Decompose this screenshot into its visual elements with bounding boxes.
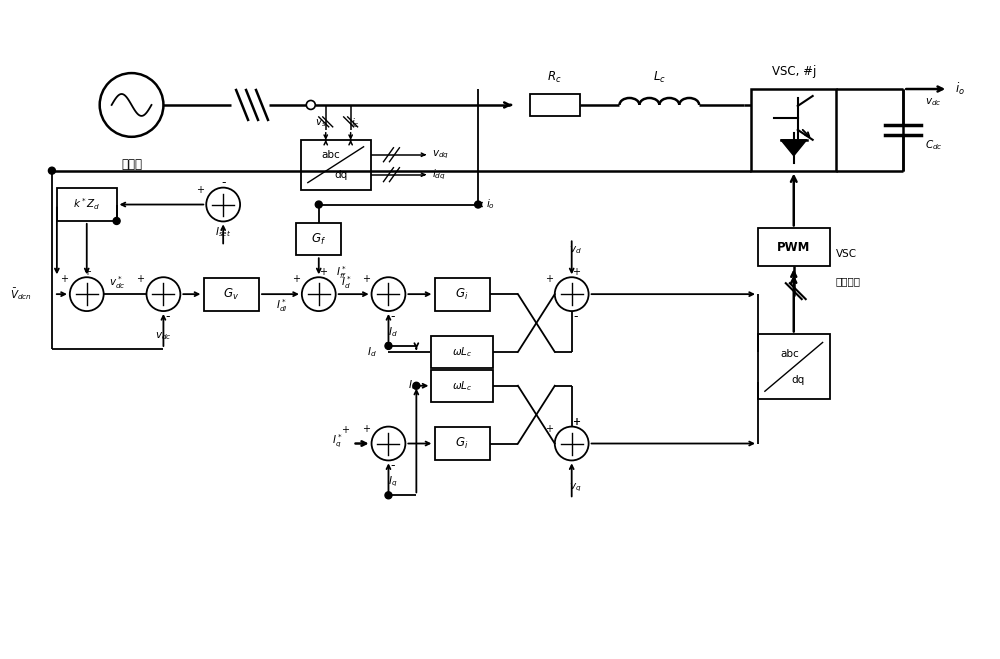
- Text: $G_f$: $G_f$: [311, 232, 326, 247]
- Text: +: +: [196, 185, 204, 194]
- Text: $\bar{V}_{dcn}$: $\bar{V}_{dcn}$: [10, 286, 32, 302]
- Text: PWM: PWM: [777, 241, 810, 254]
- Circle shape: [555, 277, 589, 311]
- Text: -: -: [221, 176, 225, 189]
- Text: dq: dq: [334, 169, 347, 180]
- Text: $R_c$: $R_c$: [547, 69, 562, 84]
- Bar: [435, 427, 490, 460]
- Text: $G_v$: $G_v$: [223, 287, 239, 302]
- Text: VSC, #j: VSC, #j: [772, 65, 816, 78]
- Text: $I_q$: $I_q$: [408, 378, 417, 393]
- Text: $v_{dq}$: $v_{dq}$: [432, 148, 449, 161]
- Text: +: +: [292, 274, 300, 284]
- Text: $I_{ff}^*$: $I_{ff}^*$: [336, 264, 347, 281]
- Text: $v_q$: $v_q$: [569, 481, 582, 494]
- Text: +: +: [137, 274, 145, 284]
- Text: $v_{dc}^*$: $v_{dc}^*$: [109, 273, 125, 291]
- Text: 交流源: 交流源: [121, 158, 142, 171]
- Text: $\omega L_c$: $\omega L_c$: [452, 379, 472, 393]
- Text: +: +: [83, 268, 91, 277]
- Bar: [296, 223, 341, 255]
- Text: +: +: [545, 424, 553, 434]
- Text: $i_{dq}$: $i_{dq}$: [432, 167, 446, 182]
- Bar: [751, 89, 836, 171]
- Text: +: +: [60, 274, 68, 284]
- Text: -: -: [573, 310, 578, 322]
- Text: -: -: [165, 310, 170, 322]
- Circle shape: [372, 277, 405, 311]
- Circle shape: [372, 426, 405, 461]
- Text: $\omega L_c$: $\omega L_c$: [452, 345, 472, 358]
- Text: $i_o$: $i_o$: [486, 198, 495, 212]
- Bar: [204, 277, 259, 310]
- Circle shape: [302, 277, 336, 311]
- Text: -: -: [390, 459, 395, 472]
- Text: $I_q$: $I_q$: [388, 474, 397, 488]
- Circle shape: [475, 201, 482, 208]
- Text: $v_s$: $v_s$: [315, 117, 327, 129]
- Circle shape: [206, 188, 240, 221]
- Bar: [435, 277, 490, 310]
- Text: $G_i$: $G_i$: [455, 287, 469, 302]
- Text: -: -: [390, 310, 395, 322]
- Bar: [530, 94, 580, 116]
- Text: $I_{set}$: $I_{set}$: [215, 225, 231, 239]
- Text: $v_d$: $v_d$: [569, 244, 582, 256]
- Text: $i_c$: $i_c$: [351, 116, 360, 130]
- Circle shape: [413, 382, 420, 389]
- Bar: [431, 370, 493, 402]
- Circle shape: [146, 277, 180, 311]
- Bar: [758, 335, 830, 399]
- Text: $k^*Z_d$: $k^*Z_d$: [73, 197, 100, 212]
- Text: +: +: [572, 416, 580, 426]
- Circle shape: [306, 100, 315, 109]
- Text: $i_o$: $i_o$: [955, 81, 965, 97]
- Text: +: +: [545, 274, 553, 284]
- Text: $I_q^*$: $I_q^*$: [332, 433, 343, 450]
- Circle shape: [70, 277, 104, 311]
- Text: $C_{dc}$: $C_{dc}$: [925, 138, 943, 152]
- Text: $I_d$: $I_d$: [388, 325, 397, 339]
- Text: $I_d$: $I_d$: [367, 345, 377, 358]
- Bar: [431, 336, 493, 368]
- Text: +: +: [341, 424, 349, 434]
- Text: abc: abc: [321, 150, 340, 159]
- Circle shape: [385, 343, 392, 349]
- Text: +: +: [362, 424, 370, 434]
- Bar: [57, 188, 117, 221]
- Bar: [758, 229, 830, 266]
- Text: dq: dq: [791, 375, 804, 385]
- Text: +: +: [572, 268, 580, 277]
- Text: VSC: VSC: [836, 249, 857, 260]
- Circle shape: [385, 492, 392, 499]
- Text: $v_{dc}$: $v_{dc}$: [925, 96, 942, 108]
- Text: abc: abc: [780, 349, 799, 359]
- Circle shape: [555, 426, 589, 461]
- Bar: [301, 140, 371, 190]
- Circle shape: [113, 217, 120, 225]
- Circle shape: [48, 167, 55, 174]
- Text: $v_{dc}$: $v_{dc}$: [155, 330, 172, 342]
- Text: $I_{dl}^*$: $I_{dl}^*$: [276, 298, 288, 314]
- Polygon shape: [781, 140, 807, 156]
- Circle shape: [100, 73, 163, 137]
- Text: +: +: [572, 416, 580, 426]
- Circle shape: [315, 201, 322, 208]
- Circle shape: [220, 201, 227, 208]
- Text: 调制信号: 调制信号: [836, 276, 861, 286]
- Text: $L_c$: $L_c$: [653, 69, 666, 84]
- Text: +: +: [362, 274, 370, 284]
- Text: $I_d^*$: $I_d^*$: [341, 273, 351, 291]
- Text: +: +: [319, 268, 327, 277]
- Text: $G_i$: $G_i$: [455, 436, 469, 451]
